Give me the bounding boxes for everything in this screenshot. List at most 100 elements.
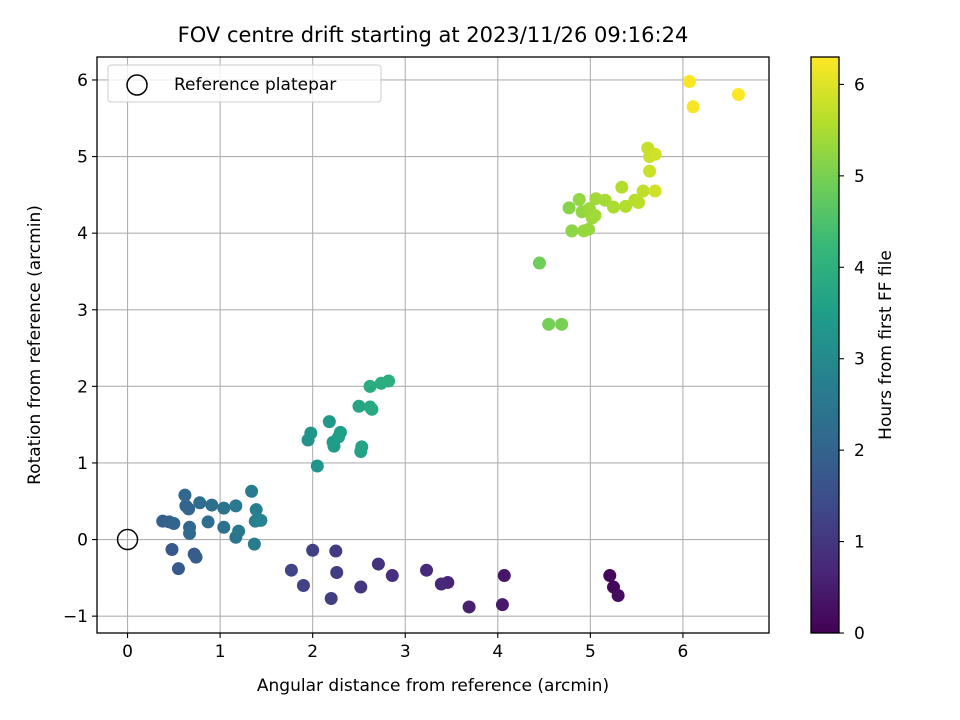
- scatter-point: [619, 199, 633, 213]
- scatter-point: [183, 526, 197, 540]
- scatter-point: [611, 588, 625, 602]
- scatter-point: [582, 222, 596, 236]
- scatter-point: [306, 543, 320, 557]
- scatter-point: [565, 224, 579, 238]
- x-tick-label: 2: [307, 642, 318, 662]
- y-tick-label: 0: [77, 531, 88, 551]
- scatter-point: [178, 488, 192, 502]
- colorbar-tick-label: 1: [854, 533, 865, 553]
- scatter-point: [355, 440, 369, 454]
- scatter-point: [420, 563, 434, 577]
- scatter-point: [232, 524, 246, 538]
- scatter-point: [434, 577, 448, 591]
- colorbar-label: Hours from first FF file: [876, 250, 896, 440]
- scatter-point: [365, 402, 379, 416]
- x-tick-label: 1: [215, 642, 226, 662]
- legend-box: [107, 64, 382, 103]
- x-tick-label: 5: [585, 642, 596, 662]
- scatter-point: [324, 592, 338, 606]
- scatter-point: [217, 501, 231, 515]
- scatter-point: [167, 516, 181, 530]
- scatter-point: [217, 520, 231, 534]
- legend: Reference platepar: [107, 64, 382, 103]
- scatter-point: [385, 569, 399, 583]
- scatter-point: [542, 317, 556, 331]
- grid-lines: [97, 57, 769, 633]
- scatter-point: [462, 600, 476, 614]
- colorbar-ticks: 0 1 2 3 4 5 6: [839, 75, 865, 644]
- y-tick-label: 2: [77, 377, 88, 397]
- scatter-point: [247, 537, 261, 551]
- y-tick-label: −1: [63, 607, 88, 627]
- scatter-point: [296, 579, 310, 593]
- scatter-point: [249, 503, 263, 517]
- scatter-point: [648, 184, 662, 198]
- scatter-point: [631, 196, 645, 210]
- scatter-point: [731, 88, 745, 102]
- x-tick-label: 0: [122, 642, 133, 662]
- chart-title: FOV centre drift starting at 2023/11/26 …: [178, 23, 689, 47]
- y-tick-label: 4: [77, 224, 88, 244]
- scatter-point: [354, 580, 368, 594]
- scatter-point: [648, 147, 662, 161]
- scatter-point: [572, 192, 586, 206]
- scatter-point: [497, 569, 511, 583]
- legend-marker: [126, 74, 148, 96]
- colorbar-tick-label: 3: [854, 350, 865, 370]
- x-tick-label: 4: [492, 642, 503, 662]
- x-axis-ticks: 0 1 2 3 4 5 6: [122, 633, 688, 662]
- legend-label: Reference platepar: [174, 75, 336, 95]
- scatter-point: [182, 502, 196, 516]
- scatter-point: [310, 459, 324, 473]
- scatter-point: [352, 399, 366, 413]
- y-axis-ticks: −1 0 1 2 3 4 5 6: [63, 71, 97, 627]
- scatter-point: [371, 557, 385, 571]
- y-axis-label: Rotation from reference (arcmin): [25, 205, 45, 485]
- plot-frame: [96, 56, 770, 634]
- scatter-point: [588, 209, 602, 223]
- x-tick-label: 3: [400, 642, 411, 662]
- scatter-point: [686, 100, 700, 114]
- scatter-point: [495, 598, 509, 612]
- colorbar-tick-label: 5: [854, 167, 865, 187]
- scatter-point: [229, 499, 243, 513]
- colorbar: 0 1 2 3 4 5 6 Hours from first FF file: [810, 56, 896, 644]
- scatter-point: [643, 164, 657, 178]
- colorbar-tick-label: 0: [854, 624, 865, 644]
- scatter-point: [193, 496, 207, 510]
- scatter-point: [382, 374, 396, 388]
- x-axis-label: Angular distance from reference (arcmin): [257, 676, 609, 696]
- y-tick-label: 1: [77, 454, 88, 474]
- y-tick-label: 6: [77, 71, 88, 91]
- colorbar-frame: [810, 56, 840, 634]
- colorbar-tick-label: 4: [854, 258, 865, 278]
- scatter-point: [254, 513, 268, 527]
- scatter-point: [245, 484, 259, 498]
- scatter-point: [165, 543, 179, 557]
- scatter-point: [284, 563, 298, 577]
- y-tick-label: 3: [77, 301, 88, 321]
- scatter-point: [304, 426, 318, 440]
- scatter-point: [201, 515, 215, 529]
- scatter-point: [636, 184, 650, 198]
- scatter-point: [171, 562, 185, 576]
- scatter-point: [333, 425, 347, 439]
- scatter-point: [603, 569, 617, 583]
- scatter-point: [329, 544, 343, 558]
- scatter-point: [532, 256, 546, 270]
- scatter-point: [189, 550, 203, 564]
- scatter-point: [363, 379, 377, 393]
- scatter-point: [322, 415, 336, 429]
- reference-platepar-marker: [116, 528, 139, 551]
- y-tick-label: 5: [77, 148, 88, 168]
- scatter-point: [606, 200, 620, 214]
- colorbar-tick-label: 2: [854, 441, 865, 461]
- scatter-point: [205, 498, 219, 512]
- data-points: [156, 75, 745, 614]
- scatter-point: [555, 317, 569, 331]
- scatter-point: [562, 201, 576, 215]
- reference-marker: [116, 528, 139, 551]
- colorbar-tick-label: 6: [854, 75, 865, 95]
- scatter-point: [682, 75, 696, 89]
